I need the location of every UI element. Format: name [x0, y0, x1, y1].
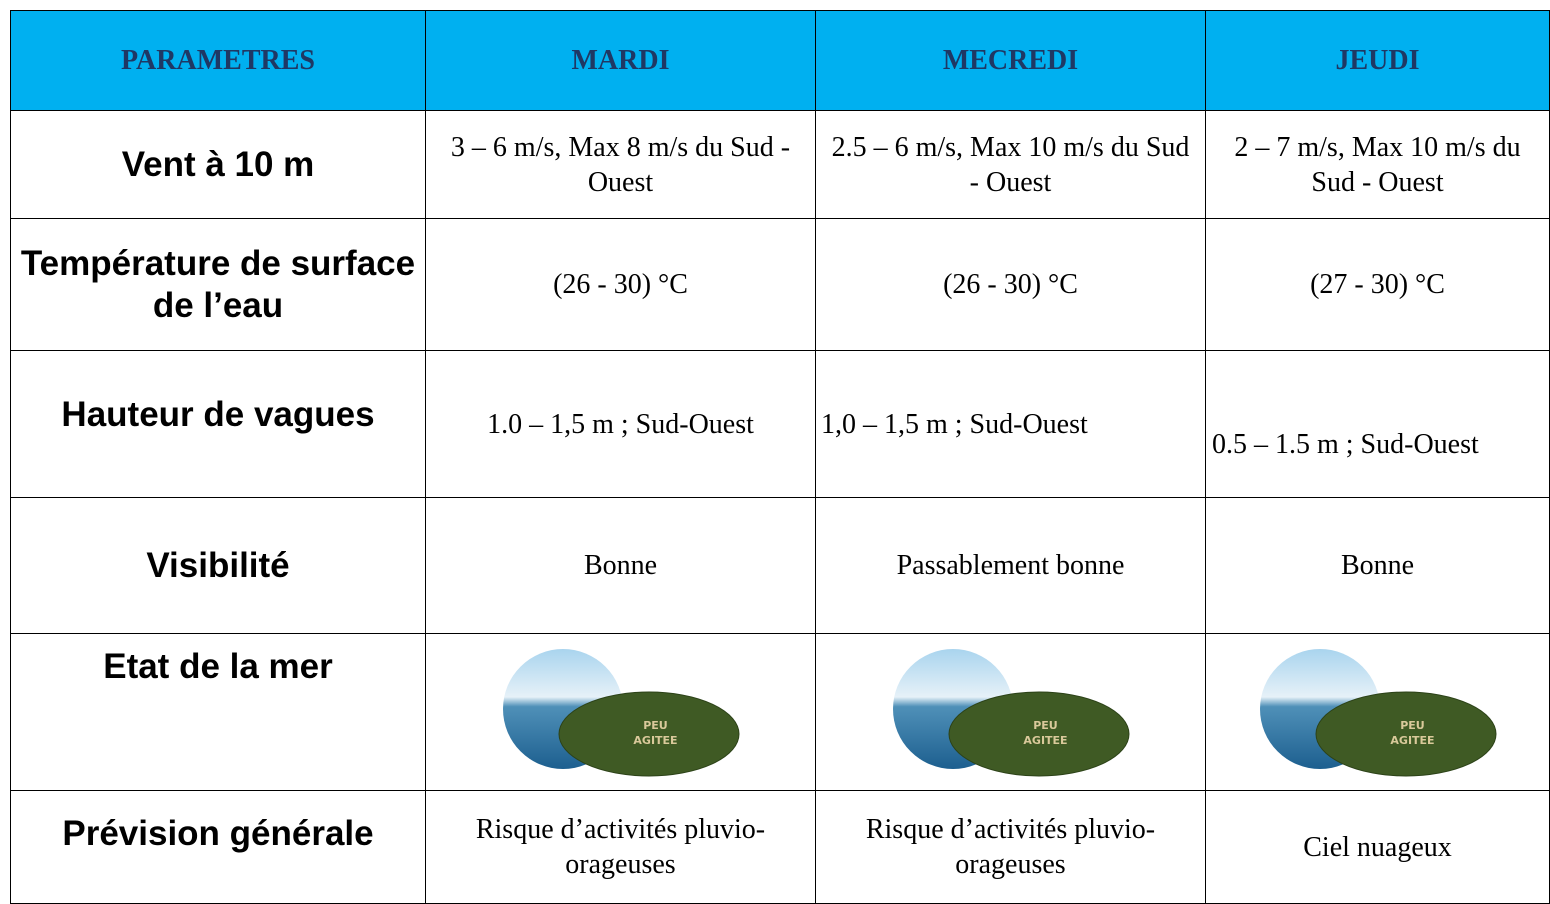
cell: Risque d’activités pluvio-orageuses — [425, 790, 816, 904]
cell: (26 - 30) °C — [425, 218, 816, 351]
row: Prévision générale Risque d’activités pl… — [10, 790, 1550, 904]
cell: PEU AGITEE — [1205, 633, 1550, 791]
header-cell: JEUDI — [1205, 10, 1550, 111]
sea-state-icon: PEU AGITEE — [891, 647, 1131, 777]
sea-graphic — [892, 649, 1129, 777]
cell: Bonne — [1205, 497, 1550, 634]
sea-state-label: PEU AGITEE — [1023, 719, 1068, 747]
row: Hauteur de vagues 1.0 – 1,5 m ; Sud-Oues… — [10, 350, 1550, 498]
sea-state-label: PEU AGITEE — [1390, 719, 1435, 747]
sea-state-icon: PEU AGITEE — [1258, 647, 1498, 777]
header-cell: MARDI — [425, 10, 816, 111]
cell: PEU AGITEE — [425, 633, 816, 791]
cell: (26 - 30) °C — [815, 218, 1206, 351]
cell: Bonne — [425, 497, 816, 634]
cell: 3 – 6 m/s, Max 8 m/s du Sud - Ouest — [425, 110, 816, 219]
sea-graphic — [502, 649, 739, 777]
row-label: Etat de la mer — [10, 633, 426, 791]
row-label: Prévision générale — [10, 790, 426, 904]
sea-state-label: PEU AGITEE — [633, 719, 678, 747]
row-label: Visibilité — [10, 497, 426, 634]
header-row: PARAMETRES MARDI MECREDI JEUDI — [10, 10, 1550, 111]
header-cell: PARAMETRES — [10, 10, 426, 111]
row: Visibilité Bonne Passablement bonne Bonn… — [10, 497, 1550, 634]
row-label: Vent à 10 m — [10, 110, 426, 219]
cell: PEU AGITEE — [815, 633, 1206, 791]
cell: 0.5 – 1.5 m ; Sud-Ouest — [1205, 350, 1550, 498]
row: Etat de la mer PEU AGITEE PEU AGITEE PEU… — [10, 633, 1550, 791]
row: Vent à 10 m 3 – 6 m/s, Max 8 m/s du Sud … — [10, 110, 1550, 219]
cell: Passablement bonne — [815, 497, 1206, 634]
header-cell: MECREDI — [815, 10, 1206, 111]
cell: 1.0 – 1,5 m ; Sud-Ouest — [425, 350, 816, 498]
cell: 1,0 – 1,5 m ; Sud-Ouest — [815, 350, 1206, 498]
sea-graphic — [1259, 649, 1496, 777]
cell: 2.5 – 6 m/s, Max 10 m/s du Sud - Ouest — [815, 110, 1206, 219]
row-label: Hauteur de vagues — [10, 350, 426, 498]
forecast-table: PARAMETRES MARDI MECREDI JEUDI Vent à 10… — [10, 10, 1550, 904]
row: Température de surface de l’eau (26 - 30… — [10, 218, 1550, 351]
row-label: Température de surface de l’eau — [10, 218, 426, 351]
cell: Risque d’activités pluvio-orageuses — [815, 790, 1206, 904]
cell: (27 - 30) °C — [1205, 218, 1550, 351]
cell: Ciel nuageux — [1205, 790, 1550, 904]
cell: 2 – 7 m/s, Max 10 m/s du Sud - Ouest — [1205, 110, 1550, 219]
sea-state-icon: PEU AGITEE — [501, 647, 741, 777]
